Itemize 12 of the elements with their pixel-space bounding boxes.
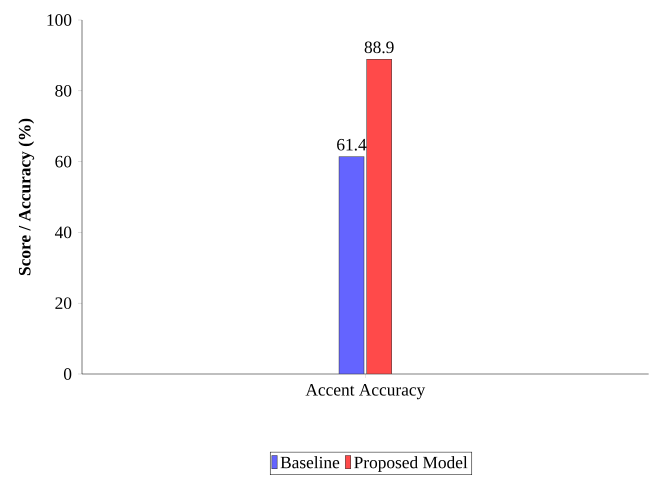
data-label: 61.4: [337, 138, 366, 151]
y-tick-label: 20: [55, 297, 72, 310]
y-tick-label: 100: [47, 14, 72, 26]
x-tick-label: Accent Accuracy: [306, 384, 426, 400]
legend-label: Proposed Model: [354, 456, 468, 472]
legend-label: Baseline: [280, 456, 340, 468]
y-tick-label: 80: [55, 84, 72, 97]
y-axis-title: Score / Accuracy (%): [18, 118, 34, 276]
y-tick-label: 40: [54, 226, 72, 238]
data-label: 88.9: [364, 41, 394, 54]
y-tick-label: 0: [64, 368, 72, 380]
y-tick-label: 60: [55, 156, 72, 168]
